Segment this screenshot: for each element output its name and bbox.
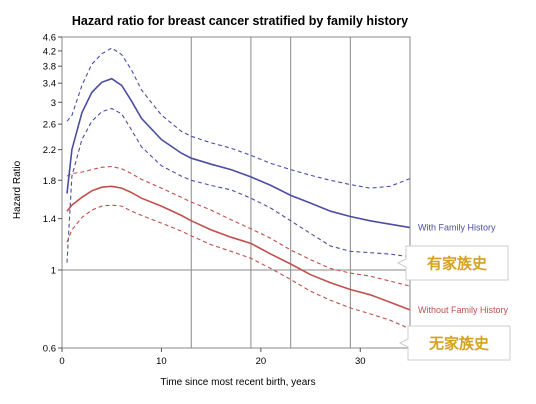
y-tick-label: 4.2: [43, 46, 56, 57]
annotation-box: [398, 325, 511, 361]
with-family-history-line: [66, 77, 411, 229]
annotation-text: 有家族史: [427, 255, 488, 273]
x-tick-label: 30: [355, 356, 366, 367]
series-lines: [66, 77, 411, 311]
x-axis-label: Time since most recent birth, years: [160, 377, 315, 388]
y-tick-label: 1.4: [43, 214, 56, 225]
without-family-history-ci-upper: [66, 165, 411, 287]
x-tick-label: 10: [156, 356, 167, 367]
y-tick-label: 4.6: [43, 33, 56, 44]
with-family-history-label: With Family History: [418, 223, 496, 233]
without-family-history-ci-lower: [66, 204, 411, 330]
grid-layer: [62, 37, 410, 348]
y-tick-label: 2.6: [43, 120, 56, 131]
y-tick-label: 3.4: [43, 79, 56, 90]
confidence-bands: [66, 47, 411, 330]
annotation-callout: 无家族史: [398, 325, 511, 361]
y-tick-label: 0.6: [43, 344, 56, 355]
annotation-text: 无家族史: [428, 335, 490, 353]
with-family-history-ci-lower: [66, 107, 411, 263]
y-tick-label: 3.8: [43, 62, 56, 73]
plot-area-frame: [61, 36, 411, 349]
y-tick-label: 3: [51, 98, 56, 109]
y-tick-label: 1.8: [43, 176, 56, 187]
chart-title: Hazard ratio for breast cancer stratifie…: [72, 14, 408, 28]
annotation-callout: 有家族史: [396, 245, 509, 281]
axis-ticks: 0.6 1 1.4 1.8 2.2 2.6 3 3.4 3.8 4.2 4.6 0 10 20 30: [43, 33, 366, 368]
y-tick-label: 1: [51, 266, 56, 277]
x-tick-label: 0: [59, 356, 64, 367]
series-labels: With Family History Without Family Histor…: [396, 223, 511, 361]
y-tick-label: 2.2: [43, 145, 56, 156]
without-family-history-label: Without Family History: [418, 305, 509, 315]
y-axis-label: Hazard Ratio: [12, 160, 23, 219]
without-family-history-line: [66, 185, 411, 311]
annotation-box: [396, 245, 509, 281]
with-family-history-ci-upper: [66, 47, 411, 189]
x-tick-label: 20: [256, 356, 267, 367]
